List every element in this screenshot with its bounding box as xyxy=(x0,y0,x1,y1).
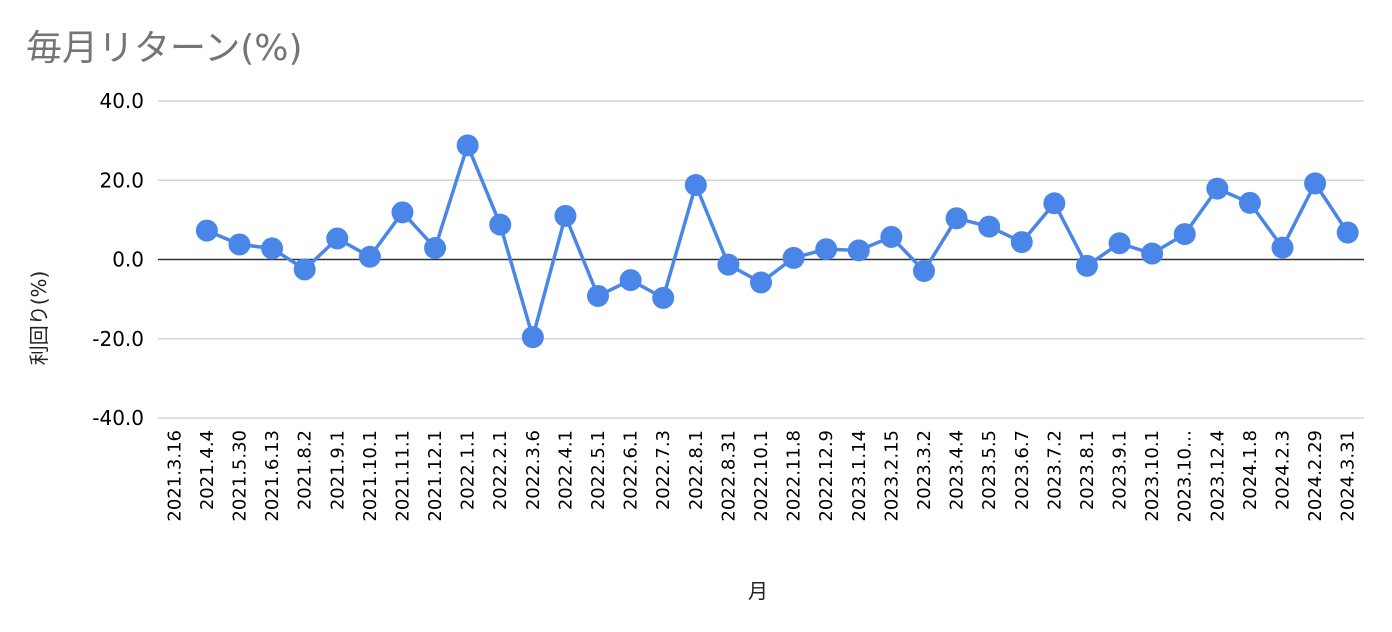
x-tick-label: 2021.11.1 xyxy=(392,430,413,522)
series xyxy=(195,134,1359,349)
data-point xyxy=(1141,242,1164,265)
data-point xyxy=(847,239,870,262)
data-point xyxy=(978,215,1001,238)
data-point xyxy=(1336,221,1359,244)
data-point xyxy=(554,204,577,227)
x-tick-label: 2021.8.2 xyxy=(295,430,316,510)
x-tick-label: 2022.6.1 xyxy=(621,430,642,510)
x-tick-label: 2021.5.30 xyxy=(229,430,250,522)
x-tick-label: 2021.6.13 xyxy=(262,430,283,522)
data-point xyxy=(1238,191,1261,214)
y-tick-label: 40.0 xyxy=(99,89,144,113)
data-point xyxy=(228,233,251,256)
x-tick-label: 2022.2.1 xyxy=(490,430,511,510)
x-axis-label: 月 xyxy=(748,579,768,603)
grid-lines xyxy=(158,100,1364,419)
data-point xyxy=(1075,254,1098,277)
data-point xyxy=(750,271,772,294)
data-point xyxy=(326,227,349,250)
y-tick-label: 20.0 xyxy=(99,168,144,192)
x-tick-label: 2023.2.15 xyxy=(881,430,902,522)
data-point xyxy=(652,286,675,309)
data-point xyxy=(293,258,316,281)
x-tick-label: 2023.9.1 xyxy=(1110,430,1131,510)
data-point xyxy=(1206,177,1229,200)
data-point xyxy=(684,174,707,197)
x-tick-label: 2024.2.3 xyxy=(1273,430,1294,510)
x-tick-label: 2023.1.14 xyxy=(849,430,870,522)
x-tick-label: 2021.9.1 xyxy=(327,430,348,510)
data-point xyxy=(1304,172,1327,195)
data-point xyxy=(782,246,805,269)
data-point xyxy=(424,237,447,260)
x-tick-label: 2022.11.8 xyxy=(784,430,805,522)
x-tick-label: 2023.12.4 xyxy=(1207,430,1228,522)
x-tick-label: 2022.8.1 xyxy=(686,430,707,510)
x-tick-label: 2021.4.4 xyxy=(197,430,218,510)
data-point xyxy=(880,225,903,248)
data-point xyxy=(391,201,414,224)
chart-title: 毎月リターン(%) xyxy=(26,28,303,69)
data-point xyxy=(1173,223,1196,246)
data-point xyxy=(587,284,610,307)
x-tick-label: 2023.5.5 xyxy=(979,430,1000,510)
y-tick-label: -40.0 xyxy=(92,406,144,430)
x-tick-label: 2022.3.6 xyxy=(523,430,544,510)
data-point xyxy=(521,326,544,349)
y-tick-label: -20.0 xyxy=(92,327,144,351)
y-axis-label: 利回り(%) xyxy=(27,271,51,366)
data-point xyxy=(1108,232,1131,255)
data-point xyxy=(619,269,642,292)
x-tick-label: 2021.3.16 xyxy=(164,430,185,522)
data-point xyxy=(195,219,218,242)
x-tick-label: 2021.12.1 xyxy=(425,430,446,522)
y-tick-label: 0.0 xyxy=(112,248,144,272)
x-axis-ticks: 2021.3.16 2021.4.4 2021.5.30 2021.6.13 2021.… xyxy=(164,430,1358,522)
data-point xyxy=(261,237,284,260)
data-point xyxy=(912,259,935,282)
data-point xyxy=(489,213,512,236)
x-tick-label: 2021.10.1 xyxy=(360,430,381,522)
x-tick-label: 2023.8.1 xyxy=(1077,430,1098,510)
x-tick-label: 2024.1.8 xyxy=(1240,430,1261,510)
x-tick-label: 2024.3.31 xyxy=(1338,430,1359,522)
x-tick-label: 2023.7.2 xyxy=(1044,430,1065,510)
x-tick-label: 2022.5.1 xyxy=(588,430,609,510)
x-tick-label: 2022.12.9 xyxy=(816,430,837,522)
x-tick-label: 2024.2.29 xyxy=(1305,430,1326,522)
data-point xyxy=(717,253,740,276)
x-tick-label: 2022.8.31 xyxy=(718,430,739,522)
x-tick-label: 2023.4.4 xyxy=(947,430,968,510)
data-point xyxy=(945,207,968,230)
data-point xyxy=(456,134,479,157)
x-tick-label: 2023.6.7 xyxy=(1012,430,1033,510)
x-tick-label: 2023.10.1 xyxy=(1142,430,1163,522)
data-point xyxy=(1043,192,1066,215)
data-point xyxy=(815,238,838,261)
x-tick-label: 2022.1.1 xyxy=(458,430,479,510)
x-tick-label: 2023.3.2 xyxy=(914,430,935,510)
data-point xyxy=(1010,231,1033,254)
y-axis-ticks: 40.0 20.0 0.0 -20.0 -40.0 xyxy=(92,89,144,430)
x-tick-label: 2023.10… xyxy=(1175,430,1196,522)
x-tick-label: 2022.7.3 xyxy=(653,430,674,510)
data-point xyxy=(358,245,381,268)
data-point xyxy=(1271,236,1294,259)
x-tick-label: 2022.10.1 xyxy=(751,430,772,522)
x-tick-label: 2022.4.1 xyxy=(555,430,576,510)
